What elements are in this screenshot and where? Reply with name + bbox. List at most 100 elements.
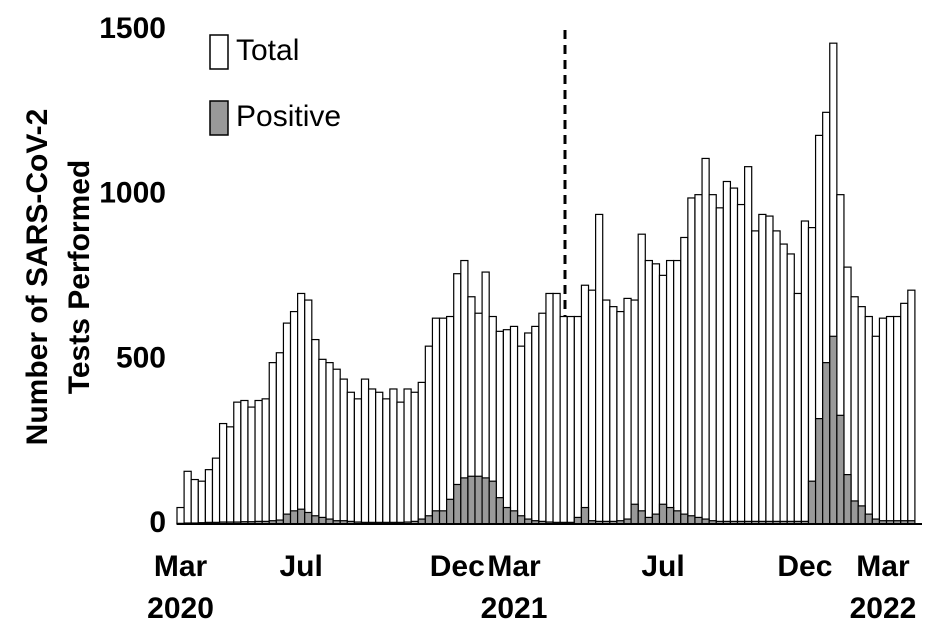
bar [304,299,313,525]
bar [680,236,689,525]
bar [424,515,434,525]
bar [651,263,661,525]
bar [900,302,909,525]
x-tick-label: Dec [777,550,832,583]
bar [282,513,292,525]
bar [744,166,753,525]
bar [282,322,292,525]
bar [183,470,192,525]
bar [417,381,426,525]
legend-label: Total [236,34,299,67]
bar [758,213,767,525]
legend-swatch [209,34,229,70]
x-tick-label: Dec [430,550,485,583]
bar [332,368,341,525]
bar [353,398,363,525]
bar [488,480,497,525]
y-tick-label: 0 [149,506,166,539]
bar [665,259,675,525]
bar [516,515,526,525]
bar [233,401,242,525]
bar [587,289,597,525]
x-tick-label: Mar 2020 [147,550,214,625]
bar [736,203,746,525]
x-tick-label: Mar 2022 [850,550,917,625]
y-axis-label-line: Tests Performed [63,160,96,395]
bar [297,292,306,525]
bar [630,503,639,525]
bar [289,510,299,525]
bar [829,335,838,525]
bar [715,207,724,525]
bar [360,378,370,525]
x-tick-label: Mar 2021 [481,550,548,625]
bar [410,391,419,525]
bar [346,391,355,525]
bar [311,338,320,525]
bar [304,511,313,525]
bar [729,187,739,525]
bar [800,220,810,525]
bar [289,310,299,525]
bar [893,315,902,525]
bar [573,315,583,525]
bar [197,480,206,525]
bar [226,426,235,525]
bar [318,358,327,525]
bar [531,325,540,525]
bar [708,194,717,525]
bar [516,345,526,525]
bar [836,414,845,525]
bar [204,469,214,525]
bar [382,398,391,525]
bar [502,329,512,525]
bar [609,306,618,525]
bar [751,230,760,525]
bar [453,483,462,525]
bar [396,401,405,525]
bar [885,315,895,525]
bar [878,317,888,525]
bar [644,259,653,525]
bar [375,391,384,525]
bar [602,299,611,525]
bar [595,213,604,525]
bar [687,197,696,525]
bar [779,243,788,525]
x-tick-label-line: 2022 [850,592,917,625]
bar [822,362,831,525]
bar [311,515,320,525]
bar [680,513,689,525]
bar [559,315,568,525]
bar [864,513,873,525]
bar [446,315,455,525]
bar [218,422,228,525]
bar [637,233,646,525]
x-tick-label-line: Mar [154,550,208,583]
x-tick-label: Jul [279,550,322,583]
bar [673,510,682,525]
bar [431,510,441,525]
legend-label: Positive [236,100,341,133]
bar [786,253,795,525]
bar [509,510,519,525]
bar [176,506,185,525]
bar [240,399,249,525]
bar [807,227,817,525]
bar [658,503,668,525]
bar [857,306,866,525]
bar [616,310,625,525]
bar [268,362,277,525]
bar [481,477,490,525]
bar [509,325,519,525]
bar [211,457,221,525]
bar [623,297,632,525]
bar [701,157,710,525]
y-tick-label: 1500 [99,12,166,45]
bar [524,332,533,525]
y-axis-label-line: Number of SARS-CoV-2 [21,109,54,446]
bar [261,398,270,525]
bar [630,299,639,525]
bar [275,352,285,525]
